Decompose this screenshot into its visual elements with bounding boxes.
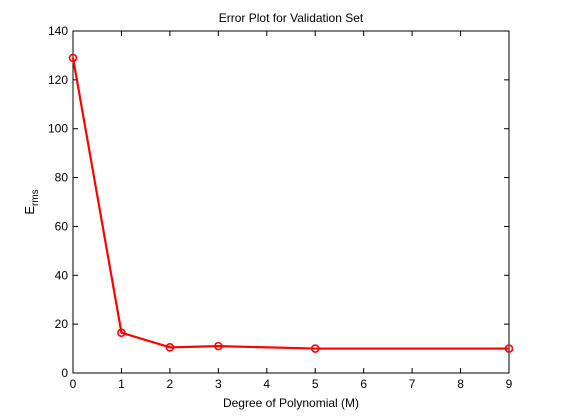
x-tick-label: 6 [360, 377, 367, 391]
x-tick-label: 0 [70, 377, 77, 391]
x-axis-label: Degree of Polynomial (M) [223, 396, 359, 410]
data-point-marker [165, 343, 175, 352]
x-tick-label: 7 [409, 377, 416, 391]
y-tick-label: 60 [55, 219, 69, 233]
y-axis-label: Erms [22, 189, 41, 214]
x-tick-label: 2 [167, 377, 174, 391]
y-tick-label: 20 [55, 317, 69, 331]
x-tick-label: 9 [506, 377, 513, 391]
x-tick-label: 4 [263, 377, 270, 391]
data-point-marker [504, 344, 514, 353]
data-point-marker [310, 344, 320, 353]
x-tick-label: 8 [457, 377, 464, 391]
y-tick-label: 120 [48, 73, 68, 87]
chart-title: Error Plot for Validation Set [219, 11, 364, 25]
y-tick-label: 140 [48, 24, 68, 38]
axis-ticks: 0 1 2 3 4 5 6 7 8 9 0 20 40 60 80 100 120 140 [48, 24, 513, 391]
series-line [71, 57, 509, 350]
data-point-marker [68, 53, 78, 63]
plot-area [72, 30, 510, 374]
y-tick-label: 80 [55, 171, 69, 185]
x-tick-label: 5 [312, 377, 319, 391]
x-tick-label: 3 [215, 377, 222, 391]
y-axis-label-subscript: rms [30, 189, 41, 206]
series-layer [68, 53, 514, 353]
data-point-marker [117, 328, 126, 337]
x-tick-label: 1 [118, 377, 125, 391]
y-axis-label-main: E [22, 206, 37, 215]
y-tick-label: 0 [61, 366, 68, 380]
y-tick-label: 100 [48, 122, 68, 136]
y-tick-label: 40 [55, 268, 69, 282]
data-point-marker [214, 341, 223, 351]
